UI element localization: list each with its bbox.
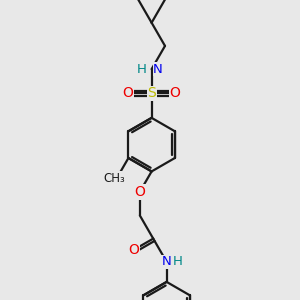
Text: O: O: [170, 86, 181, 100]
Text: N: N: [153, 63, 163, 76]
Text: CH₃: CH₃: [103, 172, 125, 185]
Text: O: O: [123, 86, 134, 100]
Text: H: H: [137, 63, 147, 76]
Text: N: N: [162, 255, 172, 268]
Text: S: S: [147, 86, 156, 100]
Text: O: O: [128, 243, 139, 257]
Text: H: H: [172, 255, 182, 268]
Text: O: O: [134, 185, 145, 199]
